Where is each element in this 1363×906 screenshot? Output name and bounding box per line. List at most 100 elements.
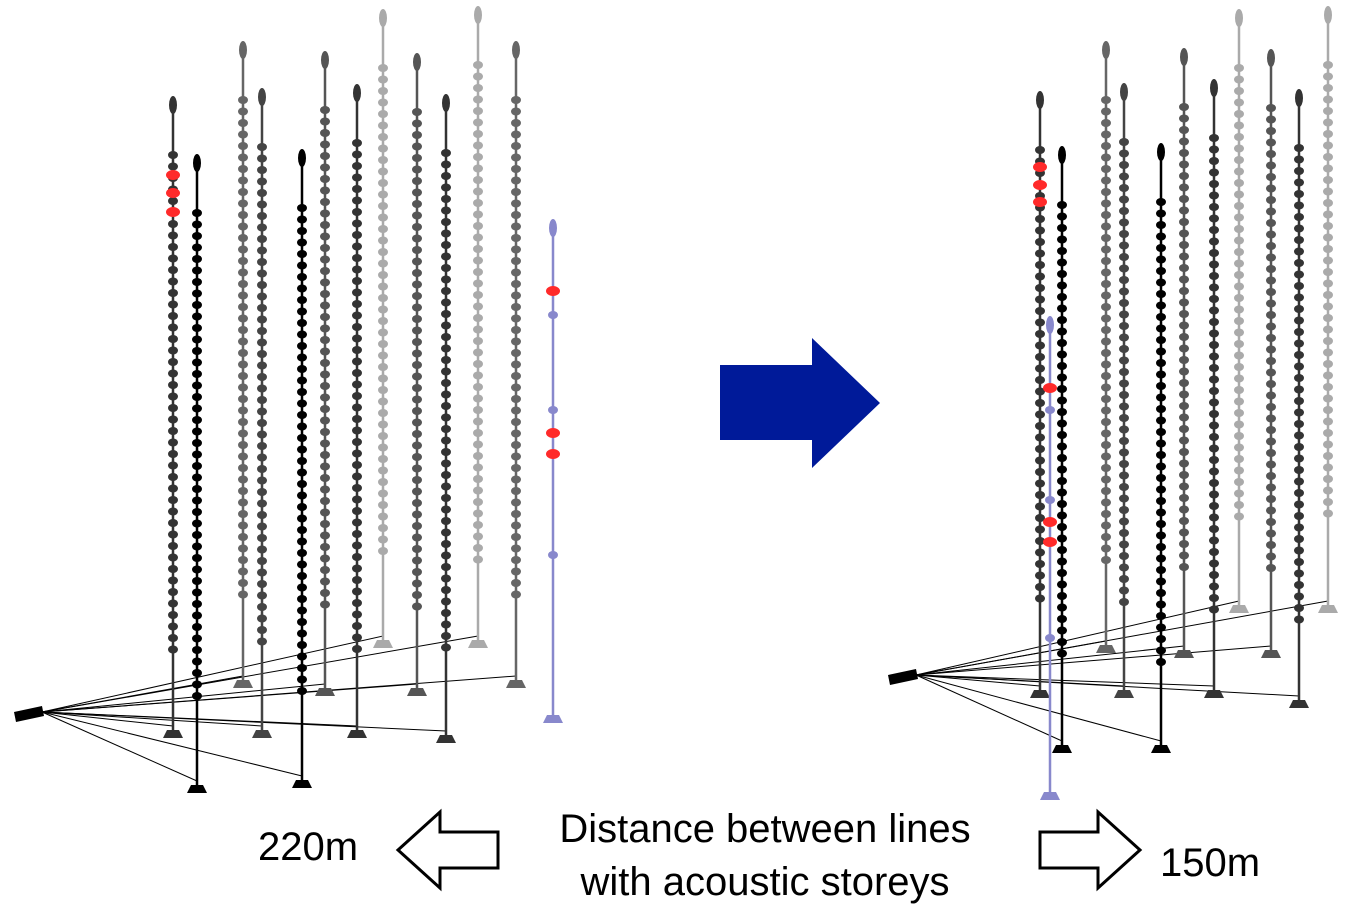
storey [320, 439, 330, 448]
storey [1179, 137, 1189, 146]
storey [473, 130, 483, 138]
storey [511, 418, 521, 426]
storey [1323, 222, 1333, 230]
storey [1101, 142, 1111, 150]
storey [168, 530, 178, 539]
storey [1057, 592, 1067, 600]
storey [1209, 421, 1219, 430]
storey [352, 530, 362, 538]
storey [1045, 634, 1055, 642]
storey [320, 290, 330, 298]
acoustic-storey [1043, 383, 1057, 393]
storey [1156, 612, 1166, 620]
storey [297, 491, 307, 500]
storey [1156, 462, 1166, 471]
storey [192, 301, 202, 309]
storey [473, 291, 483, 299]
storey [473, 544, 483, 552]
storey [473, 337, 483, 345]
storey [1101, 464, 1111, 472]
storey [412, 119, 422, 128]
storey [1179, 540, 1189, 548]
storey [1035, 353, 1045, 361]
storey [352, 369, 362, 377]
storey [1209, 456, 1219, 464]
storey [257, 258, 267, 266]
storey [1209, 260, 1219, 269]
storey [1057, 500, 1067, 508]
storey [238, 567, 248, 576]
storey [1101, 556, 1111, 564]
storey [257, 212, 267, 220]
storey [473, 222, 483, 230]
storey [297, 560, 307, 569]
storey [412, 188, 422, 197]
storey [257, 545, 267, 554]
storey [441, 183, 451, 192]
storey [1209, 180, 1219, 188]
storey [1323, 233, 1333, 242]
anchor [292, 780, 312, 788]
storey [1209, 479, 1219, 487]
storey [1119, 414, 1129, 422]
storey [238, 211, 248, 219]
storey [297, 388, 307, 396]
storey [441, 632, 451, 640]
storey [192, 370, 202, 378]
storey [412, 246, 422, 254]
storey [1119, 471, 1129, 480]
storey [1119, 195, 1129, 204]
anchor [506, 680, 526, 688]
storey [378, 363, 388, 371]
storey [511, 406, 521, 415]
storey [320, 520, 330, 528]
storey [1156, 416, 1166, 425]
storey [257, 522, 267, 531]
storey [238, 96, 248, 104]
storey [1156, 393, 1166, 402]
storey [473, 153, 483, 161]
storey [1119, 264, 1129, 273]
storey [378, 374, 388, 383]
storey [320, 577, 330, 586]
storey [1266, 150, 1276, 158]
storey [257, 315, 267, 324]
storey [1119, 253, 1129, 261]
anchor [407, 688, 427, 696]
storey [1323, 279, 1333, 288]
storey [168, 415, 178, 424]
storey [192, 209, 202, 217]
storey [412, 349, 422, 358]
buoy [1235, 9, 1243, 27]
cable [41, 675, 517, 713]
storey [1294, 224, 1304, 233]
storey [1101, 107, 1111, 116]
storey [1179, 563, 1189, 571]
storey [1119, 276, 1129, 284]
anchor [1052, 745, 1072, 753]
storey [1294, 512, 1304, 520]
storey [1294, 581, 1304, 589]
storey [1294, 431, 1304, 440]
acoustic-storey [166, 188, 180, 198]
storey [1101, 326, 1111, 334]
storey [441, 448, 451, 456]
storey [192, 680, 202, 689]
storey [1156, 347, 1166, 356]
storey [168, 473, 178, 481]
storey [1323, 256, 1333, 265]
storey [1294, 374, 1304, 382]
storey [1209, 237, 1219, 246]
storey [1179, 344, 1189, 353]
storey [511, 222, 521, 231]
storey [1266, 334, 1276, 342]
storey [1101, 521, 1111, 530]
buoy [193, 154, 201, 172]
storey [320, 497, 330, 505]
acoustic-storey [1033, 162, 1047, 172]
storey [320, 278, 330, 287]
storey [1057, 580, 1067, 589]
storey [1234, 110, 1244, 118]
storey [1179, 206, 1189, 215]
storey [412, 418, 422, 427]
